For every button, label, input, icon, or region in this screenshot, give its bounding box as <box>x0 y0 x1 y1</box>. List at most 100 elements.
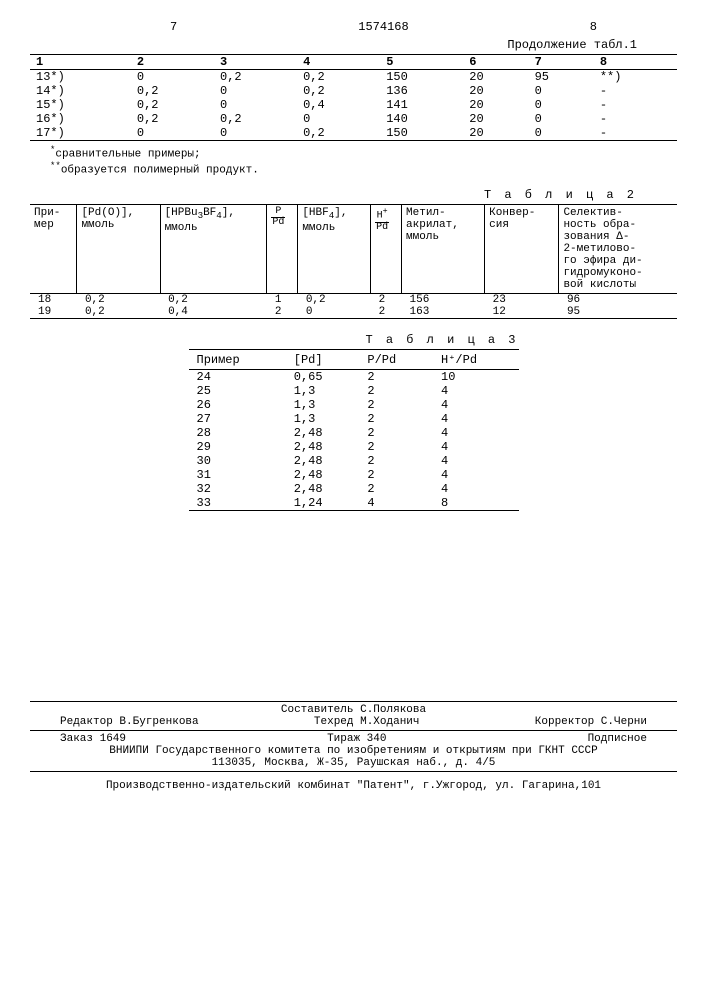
t2-h8: Селектив-ность обра-зования Δ-2-метилово… <box>559 205 677 294</box>
t1-h7: 7 <box>529 55 594 70</box>
cell: 27 <box>189 412 286 426</box>
podpisnoe: Подписное <box>588 733 647 745</box>
cell: 20 <box>463 126 528 141</box>
cell: 28 <box>189 426 286 440</box>
cell: 26 <box>189 398 286 412</box>
cell: 0,2 <box>77 306 160 319</box>
cell: - <box>594 84 677 98</box>
cell: 16*) <box>30 112 131 126</box>
table1-footnotes: *сравнительные примеры; **образуется пол… <box>50 145 677 176</box>
cell: 0,2 <box>77 294 160 307</box>
cell: 2 <box>359 440 433 454</box>
cell: 1 <box>267 294 298 307</box>
cell: 20 <box>463 70 528 85</box>
table-row: 16*)0,20,20140200- <box>30 112 677 126</box>
cell: 0 <box>529 84 594 98</box>
t3-h0: Пример <box>189 350 286 370</box>
cell: 0 <box>298 306 371 319</box>
cell: 163 <box>402 306 485 319</box>
cell: 0 <box>529 126 594 141</box>
cell: 20 <box>463 98 528 112</box>
table-1: 1 2 3 4 5 6 7 8 13*)00,20,21502095**)14*… <box>30 54 677 141</box>
cell: 19 <box>30 306 77 319</box>
table-row: 251,324 <box>189 384 519 398</box>
cell: 140 <box>380 112 463 126</box>
cell: 0 <box>214 84 297 98</box>
cell: - <box>594 98 677 112</box>
t1-h4: 4 <box>297 55 380 70</box>
cell: **) <box>594 70 677 85</box>
table-row: 322,4824 <box>189 482 519 496</box>
cell: 2 <box>267 306 298 319</box>
cell: 0,2 <box>131 84 214 98</box>
table-row: 302,4824 <box>189 454 519 468</box>
cell: 0 <box>214 126 297 141</box>
cell: 95 <box>559 306 677 319</box>
cell: 0 <box>529 112 594 126</box>
cell: 25 <box>189 384 286 398</box>
cell: 0,2 <box>297 70 380 85</box>
table-row: 17*)000,2150200- <box>30 126 677 141</box>
table-2: При-мер [Pd(O)],ммоль [HPBu3BF4],ммоль P… <box>30 204 677 319</box>
footnote-1: сравнительные примеры; <box>55 149 200 161</box>
cell: 150 <box>380 70 463 85</box>
cell: 29 <box>189 440 286 454</box>
table-row: 282,4824 <box>189 426 519 440</box>
cell: 8 <box>433 496 519 511</box>
cell: 10 <box>433 370 519 385</box>
cell: 15*) <box>30 98 131 112</box>
org2: Производственно-издательский комбинат "П… <box>30 780 677 792</box>
cell: 2 <box>359 412 433 426</box>
cell: 136 <box>380 84 463 98</box>
cell: 14*) <box>30 84 131 98</box>
table3-label: Т а б л и ц а 3 <box>189 333 519 347</box>
cell: 4 <box>433 426 519 440</box>
cell: 1,3 <box>286 398 360 412</box>
cell: 2 <box>359 384 433 398</box>
table-row: 15*)0,200,4141200- <box>30 98 677 112</box>
cell: 13*) <box>30 70 131 85</box>
cell: 0 <box>131 126 214 141</box>
cell: 4 <box>433 384 519 398</box>
t1-h1: 1 <box>30 55 131 70</box>
colophon: Составитель С.Полякова Редактор В.Бугрен… <box>30 701 677 792</box>
cell: 31 <box>189 468 286 482</box>
org1: ВНИИПИ Государственного комитета по изоб… <box>30 745 677 757</box>
cell: 0 <box>214 98 297 112</box>
cell: 4 <box>433 454 519 468</box>
cell: 4 <box>433 468 519 482</box>
cell: 2 <box>371 306 402 319</box>
corrector: Корректор С.Черни <box>535 716 647 728</box>
table-3: Пример [Pd] P/Pd H⁺/Pd 240,65210251,3242… <box>189 349 519 511</box>
cell: 2 <box>359 454 433 468</box>
cell: 18 <box>30 294 77 307</box>
cell: - <box>594 126 677 141</box>
cell: 30 <box>189 454 286 468</box>
page-left: 7 <box>170 20 177 34</box>
cell: 20 <box>463 84 528 98</box>
cell: 2,48 <box>286 482 360 496</box>
cell: - <box>594 112 677 126</box>
t2-h4: [HBF4],ммоль <box>298 205 371 294</box>
table-row: 312,4824 <box>189 468 519 482</box>
cell: 0 <box>297 112 380 126</box>
table-row: 292,4824 <box>189 440 519 454</box>
t1-h8: 8 <box>594 55 677 70</box>
t2-h7: Конвер-сия <box>485 205 559 294</box>
cell: 0,2 <box>131 112 214 126</box>
cell: 2,48 <box>286 454 360 468</box>
cell: 150 <box>380 126 463 141</box>
table-row: 13*)00,20,21502095**) <box>30 70 677 85</box>
t2-h3: PPd <box>267 205 298 294</box>
cell: 0,2 <box>297 126 380 141</box>
t2-h2: [HPBu3BF4],ммоль <box>160 205 267 294</box>
cell: 33 <box>189 496 286 511</box>
cell: 0,2 <box>298 294 371 307</box>
compiler: Составитель С.Полякова <box>30 704 677 716</box>
t3-h1: [Pd] <box>286 350 360 370</box>
org1-addr: 113035, Москва, Ж-35, Раушская наб., д. … <box>30 757 677 769</box>
cell: 0 <box>131 70 214 85</box>
t3-h3: H⁺/Pd <box>433 350 519 370</box>
cell: 17*) <box>30 126 131 141</box>
order: Заказ 1649 <box>60 733 126 745</box>
